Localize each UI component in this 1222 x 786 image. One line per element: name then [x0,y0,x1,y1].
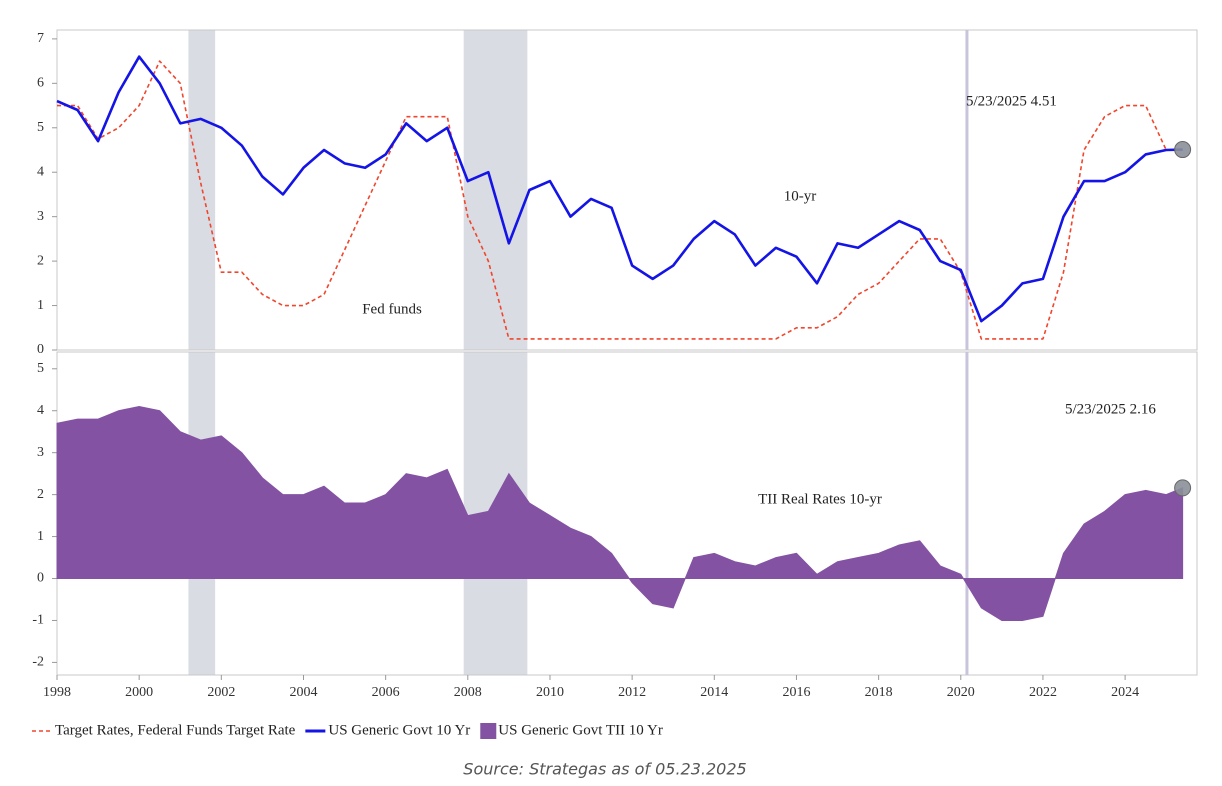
annotation: TII Real Rates 10-yr [758,491,882,507]
y-tick-label: 0 [37,342,44,357]
x-tick-label: 2010 [536,685,564,700]
y-tick-label: 5 [37,120,44,135]
y-tick-label: 4 [37,164,44,179]
x-tick-label: 2014 [700,685,728,700]
last-value-dot [1174,479,1192,497]
x-tick-label: 2016 [782,685,810,700]
y-tick-label: 7 [37,31,44,46]
last-value-dot [1174,141,1192,159]
y-tick-label: 6 [37,76,44,91]
y-tick-label: 2 [37,253,44,268]
x-tick-label: 2024 [1111,685,1139,700]
y-tick-label: 1 [37,298,44,313]
legend-label: US Generic Govt TII 10 Yr [498,722,663,738]
y-tick-label: 2 [37,487,44,502]
annotation: Fed funds [362,301,422,317]
legend-label: Target Rates, Federal Funds Target Rate [55,722,296,738]
annotation: 5/23/2025 4.51 [966,93,1057,109]
series-line [57,60,1183,340]
x-tick-label: 2004 [289,685,317,700]
y-tick-label: 3 [37,209,44,224]
x-tick-label: 2020 [947,685,975,700]
legend-label: US Generic Govt 10 Yr [328,722,470,738]
x-tick-label: 2022 [1029,685,1057,700]
annotation: 10-yr [784,188,817,204]
annotation: 5/23/2025 2.16 [1065,401,1156,417]
x-tick-label: 2012 [618,685,646,700]
x-tick-label: 2006 [372,685,400,700]
y-tick-label: 1 [37,529,44,544]
x-tick-label: 2018 [865,685,893,700]
series-area [56,406,1184,621]
series-line [56,55,1183,323]
y-tick-label: 5 [37,361,44,376]
legend-swatch [480,723,497,739]
plot-frame [56,29,1198,351]
y-tick-label: -2 [32,655,44,670]
y-tick-label: 4 [37,403,44,418]
recession-band [463,30,528,350]
x-tick-label: 2008 [454,685,482,700]
x-tick-label: 1998 [43,685,71,700]
x-tick-label: 2002 [207,685,235,700]
source-note: Source: Strategas as of 05.23.2025 [463,760,746,779]
y-tick-label: -1 [32,613,44,628]
y-tick-label: 3 [37,445,44,460]
y-tick-label: 0 [37,571,44,586]
x-tick-label: 2000 [125,685,153,700]
